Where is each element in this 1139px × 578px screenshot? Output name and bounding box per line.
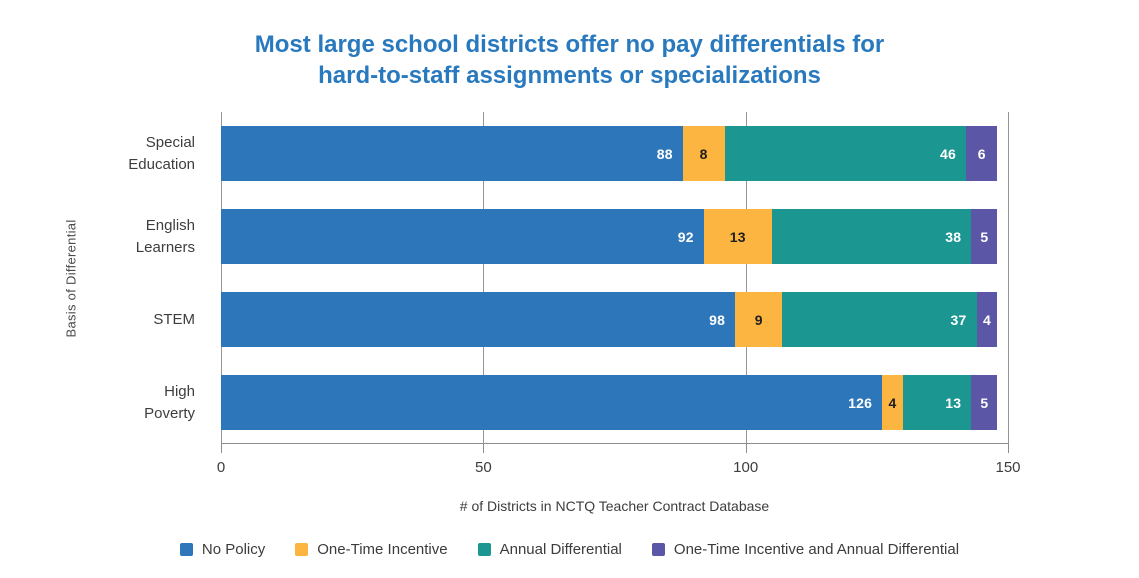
segment-annual-differential-stem: 37 — [782, 292, 977, 347]
bar-row-high-poverty: 126 4 13 5 — [221, 375, 998, 430]
legend-item-annual-differential: Annual Differential — [477, 541, 622, 558]
x-tick-mark-0 — [221, 444, 222, 453]
segment-value-label: 13 — [729, 228, 746, 245]
x-tick-mark-100 — [745, 444, 747, 453]
segment-one-time-incentive-special-education: 8 — [682, 126, 725, 181]
segment-value-label: 98 — [709, 311, 726, 328]
legend-swatch-one-time-incentive — [295, 543, 309, 556]
segment-value-label: 5 — [980, 394, 989, 411]
x-tick-label-50: 50 — [474, 459, 492, 476]
segment-value-label: 88 — [656, 145, 673, 162]
legend-label: No Policy — [201, 541, 266, 558]
segment-one-time-incentive-english-learners: 13 — [703, 209, 772, 264]
segment-no-policy-high-poverty: 126 — [221, 375, 883, 430]
segment-value-label: 6 — [977, 145, 986, 162]
category-label-english-learners: English Learners — [0, 195, 208, 278]
segment-value-label: 13 — [945, 394, 962, 411]
legend-label: One-Time Incentive — [317, 541, 448, 558]
category-label-line: Poverty — [144, 404, 195, 422]
segment-value-label: 9 — [754, 311, 763, 328]
segment-value-label: 8 — [699, 145, 708, 162]
x-tick-mark-50 — [483, 444, 485, 453]
segment-value-label: 5 — [980, 228, 989, 245]
gridline-0 — [221, 112, 222, 444]
category-label-line: Education — [128, 155, 195, 173]
segment-value-label: 37 — [950, 311, 967, 328]
segment-value-label: 46 — [940, 145, 956, 162]
legend-label: One-Time Incentive and Annual Differenti… — [673, 541, 960, 558]
segment-value-label: 4 — [888, 394, 897, 411]
segment-one-time-incentive-and-annual-differential-high-poverty: 5 — [971, 375, 998, 430]
segment-no-policy-special-education: 88 — [221, 126, 683, 181]
x-tick-label-100: 100 — [733, 459, 759, 476]
x-tick-label-0: 0 — [216, 459, 226, 476]
x-tick-label-150: 150 — [995, 459, 1021, 476]
category-label-special-education: Special Education — [0, 112, 208, 195]
legend-swatch-no-policy — [179, 543, 193, 556]
plot-area: 0 50 100 150 88 8 46 6 92 13 38 5 98 9 37 4 126 4 13 5 — [217, 112, 1021, 476]
gridline-50 — [483, 112, 485, 444]
category-label-line: English — [145, 216, 195, 234]
x-tick-mark-150 — [1008, 444, 1009, 453]
segment-annual-differential-special-education: 46 — [724, 126, 966, 181]
legend-item-one-time-incentive: One-Time Incentive — [295, 541, 448, 558]
segment-no-policy-stem: 98 — [221, 292, 736, 347]
segment-no-policy-english-learners: 92 — [221, 209, 704, 264]
segment-value-label: 92 — [677, 228, 694, 245]
segment-value-label: 126 — [848, 394, 873, 411]
segment-value-label: 38 — [945, 228, 962, 245]
legend-item-no-policy: No Policy — [179, 541, 266, 558]
segment-value-label: 4 — [982, 311, 991, 328]
chart-title: Most large school districts offer no pay… — [0, 30, 1139, 91]
legend-label: Annual Differential — [499, 541, 622, 558]
segment-one-time-incentive-stem: 9 — [735, 292, 783, 347]
legend-swatch-one-time-incentive-and-annual-differential — [651, 543, 665, 556]
chart-title-line2: hard-to-staff assignments or specializat… — [318, 61, 821, 89]
legend-swatch-annual-differential — [477, 543, 491, 556]
segment-one-time-incentive-and-annual-differential-special-education: 6 — [966, 126, 998, 181]
category-label-line: High — [164, 382, 195, 400]
chart-title-line1: Most large school districts offer no pay… — [254, 31, 885, 58]
segment-annual-differential-high-poverty: 13 — [903, 375, 972, 430]
legend-item-one-time-incentive-and-annual-differential: One-Time Incentive and Annual Differenti… — [651, 541, 960, 558]
bar-row-english-learners: 92 13 38 5 — [221, 209, 998, 264]
bar-row-special-education: 88 8 46 6 — [221, 126, 998, 181]
category-label-stem: STEM — [0, 278, 208, 361]
category-label-line: STEM — [153, 310, 195, 328]
gridline-150 — [1008, 112, 1009, 444]
segment-one-time-incentive-and-annual-differential-english-learners: 5 — [971, 209, 998, 264]
segment-one-time-incentive-and-annual-differential-stem: 4 — [976, 292, 998, 347]
category-labels: Special Education English Learners STEM High P… — [0, 112, 208, 444]
gridline-100 — [745, 112, 747, 444]
x-axis-title: # of Districts in NCTQ Teacher Contract … — [459, 498, 770, 514]
bar-row-stem: 98 9 37 4 — [221, 292, 998, 347]
segment-annual-differential-english-learners: 38 — [771, 209, 972, 264]
category-label-high-poverty: High Poverty — [0, 361, 208, 444]
category-label-line: Special — [145, 133, 195, 151]
legend: No Policy One-Time Incentive Annual Differ… — [0, 541, 1139, 558]
category-label-line: Learners — [135, 238, 195, 256]
segment-one-time-incentive-high-poverty: 4 — [882, 375, 904, 430]
